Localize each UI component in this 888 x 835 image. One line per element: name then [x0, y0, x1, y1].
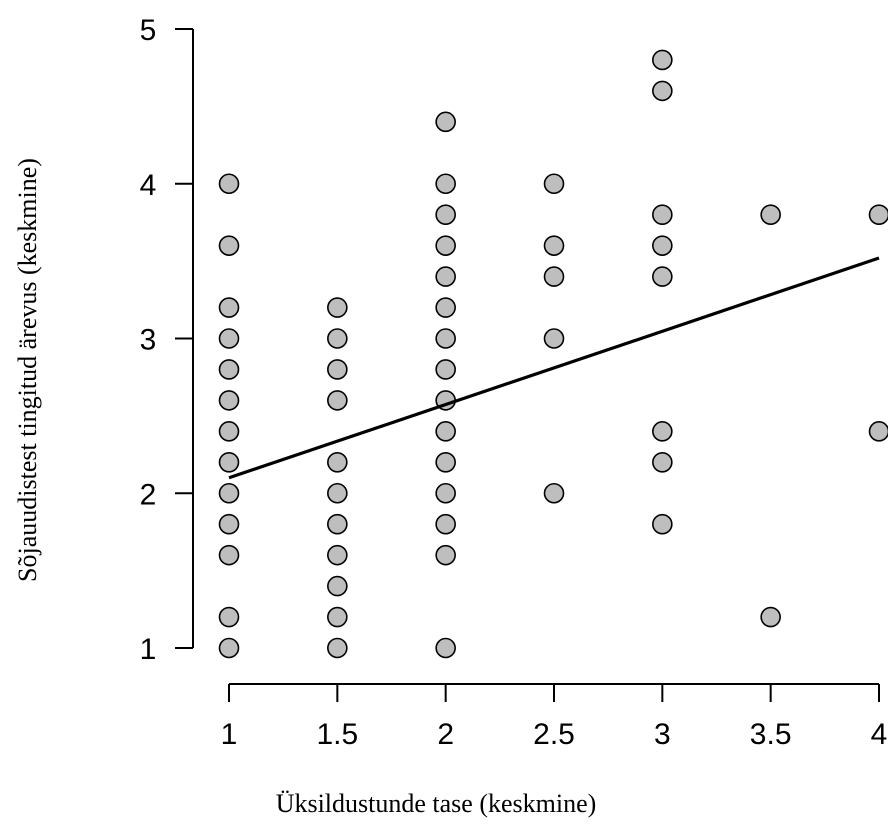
x-tick-label: 3.5 — [750, 718, 792, 751]
data-point — [652, 204, 673, 225]
x-tick-label: 4 — [871, 718, 888, 751]
y-tick-label: 2 — [140, 478, 157, 511]
data-point — [218, 637, 240, 659]
data-point — [543, 173, 565, 195]
data-point — [327, 482, 348, 504]
data-point — [218, 451, 240, 473]
data-point — [327, 544, 348, 566]
data-point — [435, 111, 456, 133]
data-point — [652, 421, 673, 442]
data-point — [327, 451, 348, 473]
data-point — [218, 513, 240, 535]
data-point — [327, 606, 348, 628]
data-point — [435, 451, 456, 473]
data-point — [543, 235, 565, 256]
data-point — [218, 482, 240, 504]
data-point — [218, 421, 240, 442]
data-point — [652, 451, 673, 473]
data-point — [435, 637, 456, 659]
data-point — [327, 575, 348, 597]
data-point — [218, 328, 240, 349]
data-point — [327, 637, 348, 659]
data-point — [760, 606, 781, 628]
data-point — [652, 235, 673, 256]
data-point — [435, 173, 456, 195]
data-point — [218, 390, 240, 411]
data-point — [435, 359, 456, 380]
data-point — [327, 359, 348, 380]
data-point — [543, 266, 565, 287]
x-axis: 1 1.5 2 2.5 3 3.5 4 — [221, 683, 888, 751]
data-point — [435, 297, 456, 318]
data-point — [327, 328, 348, 349]
data-points — [218, 49, 888, 659]
x-tick-label: 3 — [654, 718, 671, 751]
data-point — [543, 328, 565, 349]
data-point — [652, 80, 673, 102]
x-axis-title: Üksildustunde tase (keskmine) — [276, 789, 597, 818]
y-axis: 1 2 3 4 5 — [140, 14, 194, 666]
data-point — [435, 544, 456, 566]
data-point — [218, 173, 240, 195]
x-tick-label: 2 — [437, 718, 454, 751]
data-point — [435, 421, 456, 442]
data-point — [435, 235, 456, 256]
regression-line — [228, 256, 880, 480]
data-point — [435, 328, 456, 349]
data-point — [327, 297, 348, 318]
data-point — [327, 513, 348, 535]
y-tick-label: 4 — [140, 169, 157, 202]
data-point — [543, 482, 565, 504]
data-point — [218, 297, 240, 318]
data-point — [435, 482, 456, 504]
data-point — [218, 359, 240, 380]
data-point — [218, 235, 240, 256]
data-point — [652, 513, 673, 535]
data-point — [327, 390, 348, 411]
data-point — [868, 421, 888, 442]
data-point — [435, 513, 456, 535]
data-point — [435, 204, 456, 225]
y-axis-title: Sõjauudistest tingitud ärevus (keskmine) — [13, 158, 42, 582]
data-point — [868, 204, 888, 225]
data-point — [435, 266, 456, 287]
data-point — [760, 204, 781, 225]
x-tick-label: 2.5 — [533, 718, 575, 751]
data-point — [218, 544, 240, 566]
data-point — [218, 606, 240, 628]
y-tick-label: 1 — [140, 633, 157, 666]
y-tick-label: 3 — [140, 324, 157, 357]
y-tick-label: 5 — [140, 14, 157, 47]
regression-line-group — [228, 256, 880, 480]
data-point — [652, 266, 673, 287]
x-tick-label: 1 — [221, 718, 238, 751]
x-tick-label: 1.5 — [316, 718, 358, 751]
data-point — [652, 49, 673, 71]
